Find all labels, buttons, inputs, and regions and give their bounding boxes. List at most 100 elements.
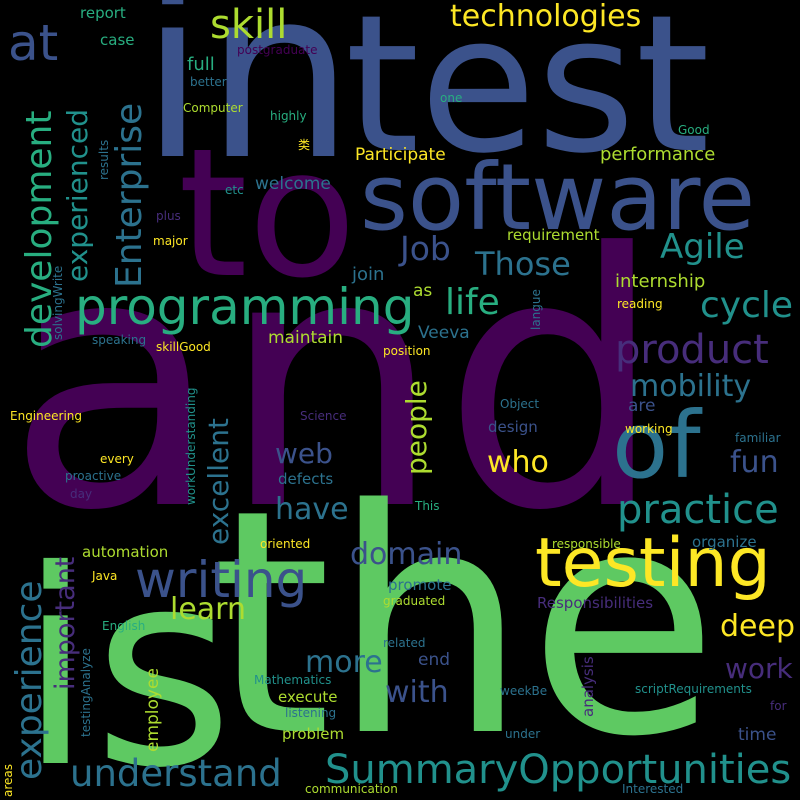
word-defects: defects bbox=[278, 470, 334, 488]
word-time: time bbox=[738, 725, 777, 745]
word-familiar: familiar bbox=[735, 431, 781, 445]
word-enterprise: Enterprise bbox=[109, 102, 150, 288]
word-lei: 类 bbox=[298, 138, 311, 152]
word-summary-opportunities: SummaryOpportunities bbox=[325, 747, 792, 793]
word-technologies: technologies bbox=[450, 0, 642, 34]
word-understand: understand bbox=[70, 752, 282, 795]
word-etc: etc bbox=[225, 183, 244, 197]
word-join: join bbox=[352, 264, 385, 285]
word-experience: experience bbox=[9, 580, 50, 780]
word-every: every bbox=[100, 452, 134, 466]
word-skill: skill bbox=[210, 2, 288, 48]
word-more: more bbox=[305, 645, 383, 680]
word-plus: plus bbox=[156, 209, 181, 223]
word-programming: programming bbox=[75, 278, 415, 336]
word-at: at bbox=[8, 14, 59, 72]
word-analysis: analysis bbox=[579, 656, 597, 717]
word-of: of bbox=[612, 392, 701, 499]
word-listening: listening bbox=[285, 706, 337, 720]
word-java: Java bbox=[92, 569, 118, 583]
word-software: software bbox=[360, 144, 756, 251]
word-welcome: welcome bbox=[255, 174, 331, 194]
word-mobility: mobility bbox=[630, 369, 752, 404]
word-solvingwrite: solvingWrite bbox=[51, 265, 65, 340]
word-writing: writing bbox=[135, 551, 308, 609]
word-maintain: maintain bbox=[268, 328, 344, 348]
word-proactive: proactive bbox=[65, 469, 122, 483]
word-work: work bbox=[725, 652, 793, 685]
word-have: have bbox=[275, 492, 349, 527]
word-as: as bbox=[413, 281, 433, 301]
word-to: to bbox=[178, 110, 357, 317]
word-highly: highly bbox=[270, 109, 307, 123]
word-for: for bbox=[770, 699, 787, 713]
word-learn: learn bbox=[170, 592, 246, 627]
word-case: case bbox=[100, 31, 135, 49]
word-oriented: oriented bbox=[260, 537, 311, 551]
word-workunderstanding: workUnderstanding bbox=[184, 387, 198, 505]
word-graduated: graduated bbox=[383, 594, 446, 608]
word-this: This bbox=[415, 499, 440, 513]
word-fun: fun bbox=[730, 445, 779, 480]
word-related: related bbox=[383, 636, 426, 650]
word-performance: performance bbox=[600, 144, 716, 165]
word-those: Those bbox=[475, 245, 571, 283]
word-experienced: experienced bbox=[61, 109, 94, 282]
word-deep: deep bbox=[720, 609, 795, 644]
word-english: English bbox=[102, 619, 146, 633]
word-testing: testing bbox=[535, 524, 771, 603]
word-problem: problem bbox=[282, 725, 345, 743]
word-end: end bbox=[418, 650, 451, 670]
word-scriptrequirements: scriptRequirements bbox=[635, 682, 752, 696]
word-and: and bbox=[6, 179, 665, 587]
word-organize: organize bbox=[692, 533, 757, 551]
word-postgraduate: postgraduate bbox=[237, 43, 318, 57]
word-communication: communication bbox=[305, 782, 398, 796]
word-day: day bbox=[70, 487, 93, 501]
word-design: design bbox=[488, 418, 538, 436]
word-job: Job bbox=[400, 229, 451, 268]
word-internship: internship bbox=[615, 271, 706, 292]
word-web: web bbox=[275, 437, 333, 470]
word-requirement: requirement bbox=[507, 226, 600, 244]
word-execute: execute bbox=[278, 688, 338, 706]
word-report: report bbox=[80, 4, 126, 22]
word-people: people bbox=[400, 380, 433, 475]
word-is: is bbox=[18, 512, 234, 800]
word-computer: Computer bbox=[183, 101, 243, 115]
word-employee: employee bbox=[143, 668, 163, 752]
word-mathematics: Mathematics bbox=[254, 673, 332, 687]
word-participate: Participate bbox=[355, 145, 446, 165]
word-life: life bbox=[445, 282, 500, 323]
word-in: in bbox=[140, 0, 355, 212]
word-skillgood: skillGood bbox=[156, 340, 211, 354]
word-with: with bbox=[385, 675, 449, 710]
word-who: who bbox=[487, 445, 549, 480]
word-are: are bbox=[628, 396, 656, 416]
word-responsibilities: Responsibilities bbox=[537, 594, 654, 612]
word-one: one bbox=[440, 91, 463, 105]
word-veeva: Veeva bbox=[418, 323, 470, 343]
word-agile: Agile bbox=[660, 227, 745, 267]
word-important: important bbox=[50, 556, 81, 690]
word-testinganalyze: testingAnalyze bbox=[79, 648, 93, 737]
word-better: better bbox=[190, 75, 227, 89]
word-cycle: cycle bbox=[700, 285, 794, 326]
word-product: product bbox=[615, 327, 769, 373]
word-the: the bbox=[210, 444, 719, 800]
word-areas: areas bbox=[1, 763, 15, 797]
word-good: Good bbox=[678, 123, 710, 137]
word-full: full bbox=[187, 54, 215, 75]
word-major: major bbox=[153, 234, 188, 248]
word-under: under bbox=[505, 727, 541, 741]
word-position: position bbox=[383, 344, 431, 358]
word-responsible: responsible bbox=[552, 537, 621, 551]
word-speaking: speaking bbox=[92, 333, 147, 347]
word-weekbe: weekBe bbox=[500, 684, 548, 698]
word-test: test bbox=[345, 0, 710, 195]
word-promote: promote bbox=[388, 576, 452, 594]
word-practice: practice bbox=[617, 487, 779, 533]
word-langue: langue bbox=[529, 289, 543, 330]
word-interested: Interested bbox=[622, 782, 684, 796]
